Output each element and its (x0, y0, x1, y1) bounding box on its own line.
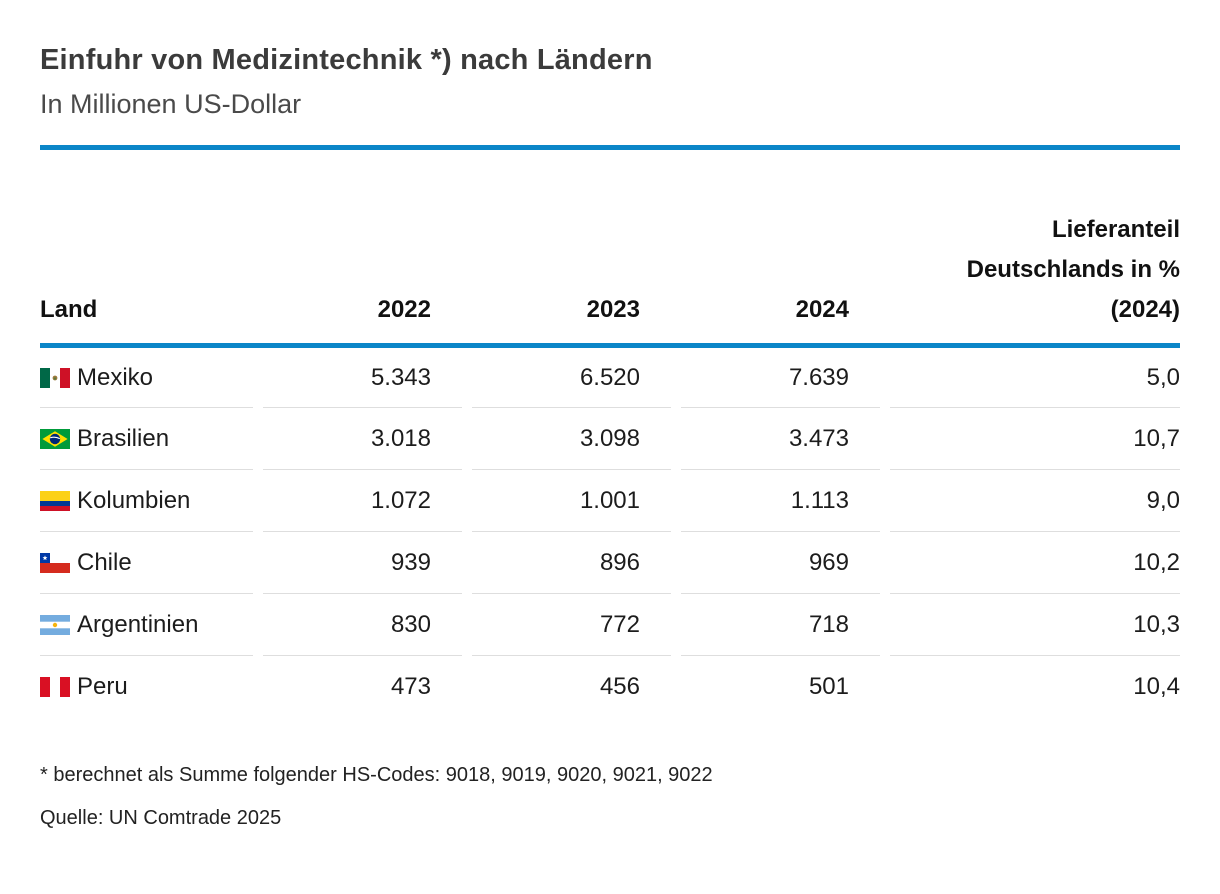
table-row: Chile 939 896 969 10,2 (40, 532, 1180, 594)
value-2023: 6.520 (467, 346, 676, 408)
column-header-2022: 2022 (258, 210, 467, 348)
country-name: Mexiko (77, 363, 154, 391)
column-header-share-line2: Deutschlands in % (966, 256, 1180, 283)
value-share: 10,7 (885, 408, 1180, 470)
column-header-share-line3: (2024) (1110, 296, 1180, 323)
value-2022: 1.072 (258, 470, 467, 532)
colombia-flag-icon (40, 490, 70, 511)
value-2022: 473 (390, 672, 431, 700)
country-name: Brasilien (77, 424, 170, 452)
value-share: 10,4 (1133, 672, 1180, 700)
page-subtitle: In Millionen US-Dollar (40, 89, 302, 119)
mexico-flag-icon (40, 367, 70, 388)
argentina-flag-icon (40, 614, 70, 635)
column-header-land: Land (40, 210, 258, 348)
value-2022: 3.018 (258, 408, 467, 470)
header-divider (40, 145, 1180, 150)
peru-flag-icon (40, 676, 70, 697)
table-row: Mexiko 5.343 6.520 7.639 5,0 (40, 346, 1180, 408)
country-name: Argentinien (77, 610, 199, 638)
value-2023: 3.098 (467, 408, 676, 470)
value-share: 10,2 (885, 532, 1180, 594)
column-header-2023: 2023 (467, 210, 676, 348)
value-2024: 718 (676, 594, 885, 656)
value-2024: 7.639 (676, 346, 885, 408)
value-2024: 3.473 (676, 408, 885, 470)
column-header-share-line1: Lieferanteil (1051, 216, 1180, 243)
value-2023: 456 (599, 672, 640, 700)
brazil-flag-icon (40, 428, 70, 449)
country-name: Chile (77, 548, 132, 576)
value-share: 5,0 (885, 346, 1180, 408)
footnotes: * berechnet als Summe folgender HS-Codes… (40, 764, 1180, 830)
imports-table: Land 2022 2023 2024 Lieferanteil Deutsch… (40, 210, 1180, 718)
page: Einfuhr von Medizintechnik *) nach Lände… (40, 44, 1180, 830)
page-title: Einfuhr von Medizintechnik *) nach Lände… (40, 44, 653, 76)
country-name: Kolumbien (77, 486, 191, 514)
value-2024: 1.113 (676, 470, 885, 532)
value-2023: 1.001 (467, 470, 676, 532)
country-name: Peru (77, 672, 128, 700)
value-2024: 969 (676, 532, 885, 594)
table-row: Brasilien 3.018 3.098 3.473 10,7 (40, 408, 1180, 470)
value-2023: 896 (467, 532, 676, 594)
value-2022: 5.343 (258, 346, 467, 408)
column-header-2024: 2024 (676, 210, 885, 348)
value-2022: 939 (258, 532, 467, 594)
chile-flag-icon (40, 552, 70, 573)
value-2022: 830 (258, 594, 467, 656)
value-share: 9,0 (885, 470, 1180, 532)
value-2024: 501 (808, 672, 849, 700)
column-header-share: Lieferanteil Deutschlands in % (2024) (885, 210, 1180, 348)
value-2023: 772 (467, 594, 676, 656)
table-row: Kolumbien 1.072 1.001 1.113 9,0 (40, 470, 1180, 532)
footnote-hs-codes: * berechnet als Summe folgender HS-Codes… (40, 763, 713, 786)
table-row: Peru 473 456 501 10,4 (40, 656, 1180, 718)
table-row: Argentinien 830 772 718 10,3 (40, 594, 1180, 656)
source-note: Quelle: UN Comtrade 2025 (40, 806, 282, 829)
value-share: 10,3 (885, 594, 1180, 656)
table-header-row: Land 2022 2023 2024 Lieferanteil Deutsch… (40, 210, 1180, 348)
